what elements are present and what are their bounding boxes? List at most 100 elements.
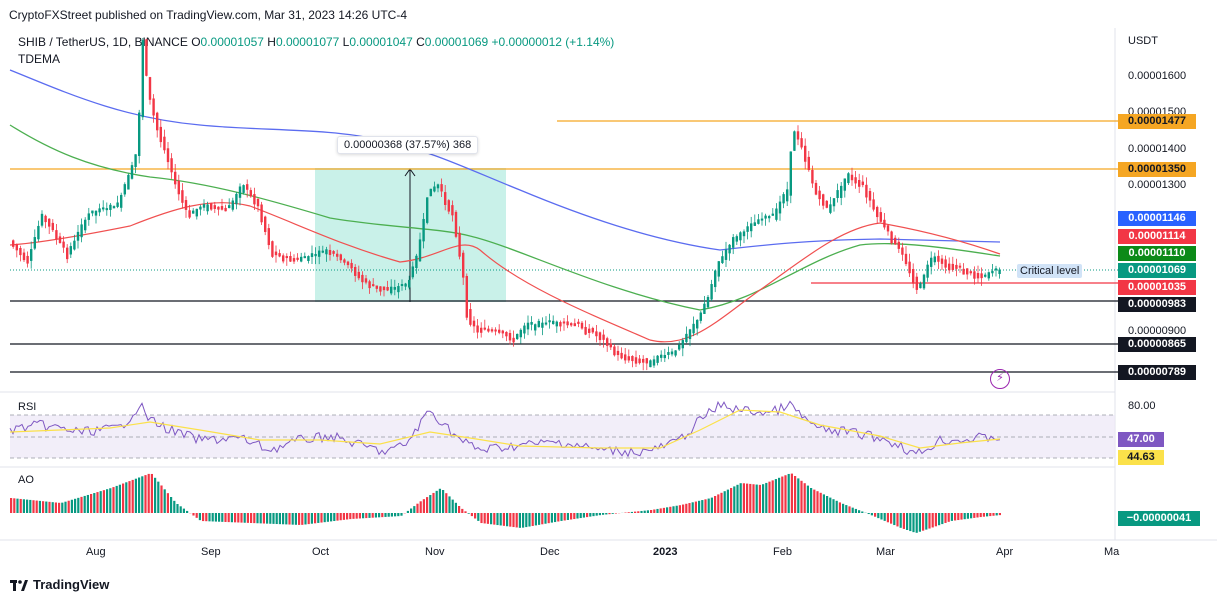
ao-bar [653,509,656,513]
candle-body [969,271,972,274]
candle-body [688,329,692,340]
ao-bar [608,513,611,515]
ao-bar [442,490,445,513]
candle-body [354,266,357,276]
ao-label[interactable]: AO [18,474,34,486]
ao-bar [694,501,697,513]
candle-body [944,259,947,268]
ao-bar [912,513,915,533]
candle-body [580,322,584,329]
ao-bar [378,513,381,518]
lightning-icon[interactable]: ⚡ [990,369,1010,389]
candle-body [156,112,159,131]
candle-body [98,208,101,213]
ao-bar [707,498,710,513]
tradingview-logo[interactable]: TradingView [10,577,109,592]
candle-body [465,275,468,318]
ao-bar [867,513,870,515]
ao-bar [784,475,787,513]
ao-bar [931,513,934,528]
price-tag: 0.00001035 [1118,280,1196,295]
ao-bar [605,513,608,515]
candle-body [915,276,918,290]
candle-body [375,285,378,289]
candle-body [469,309,472,325]
ao-bar [256,513,259,524]
candle-body [897,241,900,249]
ao-bar [493,513,496,525]
currency-label[interactable]: USDT [1128,35,1158,47]
ao-bar [458,506,461,513]
ao-bar [816,491,819,513]
candle-body [382,286,386,291]
ema-red-line [9,202,1001,343]
price-axis-label: 0.00001300 [1128,179,1187,191]
candle-body [350,262,353,269]
ao-bar [365,513,368,519]
ao-bar [451,499,454,513]
candle-body [987,272,990,279]
indicator-label[interactable]: TDEMA [18,52,60,66]
candle-body [152,98,155,116]
ao-bar [128,481,131,513]
ao-bar [160,485,163,513]
ao-bar [253,513,256,524]
ao-bar [592,513,595,517]
candle-body [674,350,677,356]
ao-bar [643,510,646,513]
ao-bar [790,473,793,513]
candle-body [105,208,108,211]
candle-body [937,255,940,262]
ao-bar [74,498,77,513]
candle-body [814,182,818,195]
critical-level-label[interactable]: Critical level [1017,264,1083,278]
ao-bar [954,513,957,521]
ao-bar [141,476,144,513]
ao-bar [963,513,966,520]
ao-bar [323,513,326,523]
candle-body [912,269,915,284]
ao-bar [32,500,35,513]
ao-bar [470,513,473,517]
ao-bar [272,513,275,524]
candle-body [717,261,720,277]
ao-bar [486,513,489,524]
ao-bar [650,510,653,513]
ao-bar [195,513,198,518]
candle-body [710,284,713,300]
candle-body [296,257,299,260]
ao-bar [870,513,873,516]
candle-body [134,154,137,168]
price-tag: 0.00001114 [1118,229,1196,244]
ao-bar [579,513,582,519]
candle-body [249,190,252,197]
ao-bar [102,490,105,513]
ao-bar [717,494,720,513]
candle-body [300,256,303,262]
candle-body [796,131,800,140]
ao-bar [45,501,48,513]
ao-bar [266,513,269,524]
candle-body [476,325,479,333]
ao-bar [384,513,387,517]
rsi-label[interactable]: RSI [18,401,37,413]
ao-bar [224,513,227,522]
ohlc-value-c: 0.00001069 [424,35,489,49]
candle-body [148,77,152,100]
candle-body [735,236,738,242]
candle-body [901,247,904,255]
ao-bar [893,513,896,526]
ao-bar [64,501,67,513]
ao-bar [339,513,342,521]
ao-bar [422,499,425,513]
candle-body [285,256,288,259]
candle-body [472,320,476,327]
ao-bar [358,513,361,519]
candle-body [904,253,908,265]
candle-body [422,218,425,242]
candle-body [37,225,40,240]
candle-body [447,200,450,212]
ao-bar [822,494,825,513]
candle-body [487,328,490,332]
